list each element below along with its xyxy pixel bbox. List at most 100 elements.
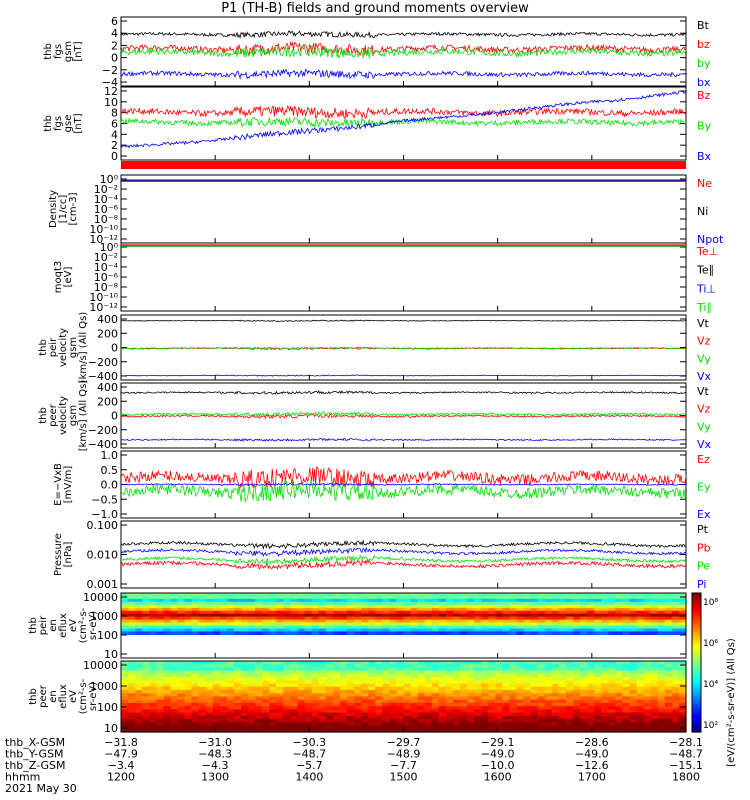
y-label-line: Pressure (53, 533, 64, 576)
y-tick-label: 10 (104, 648, 118, 661)
footer-row-label: hhmm (5, 771, 40, 784)
footer-value: −47.9 (104, 748, 138, 761)
footer-value: −7.7 (390, 759, 417, 772)
y-tick-label: 10⁻¹⁰ (89, 291, 118, 304)
legend-Ti⊥: Ti⊥ (696, 282, 716, 295)
y-axis-label: thb peer en eflux eV (cm²-s-sr-eV) (28, 678, 99, 714)
legend-Vx: Vx (697, 370, 712, 383)
footer-value: −3.4 (108, 759, 135, 772)
legend-Pt: Pt (697, 523, 709, 536)
series-Bx (120, 90, 687, 149)
y-tick-label: 8 (111, 107, 118, 120)
colorbar: 10⁸ 10⁶ 10⁴ 10² [eV/(cm²-s-sr-eV)] (All Qs) (691, 592, 737, 767)
colorbar-tick: 10⁸ (703, 598, 718, 608)
series-Ez (120, 466, 687, 490)
y-axis-label: Pressure [nPa] (53, 533, 74, 576)
y-tick-label: 0.100 (87, 519, 119, 532)
y-tick-label: 10 (104, 96, 118, 109)
chart-title: P1 (TH-B) fields and ground moments over… (221, 1, 529, 16)
y-label-line: eV (68, 690, 79, 703)
legend-Vz: Vz (697, 403, 711, 416)
series-Vt (120, 390, 687, 395)
series-Ex (120, 482, 687, 487)
footer-value: 1500 (390, 771, 418, 784)
y-tick-label: 0 (111, 410, 118, 423)
y-tick-label: 0.0 (101, 479, 119, 492)
y-axis-label: Density [1/cc] [cm-3] (48, 190, 79, 228)
density-top-band (121, 161, 686, 169)
y-tick-label: −200 (88, 356, 118, 369)
y-tick-label: 2 (111, 139, 118, 152)
footer-row-label: thb_Y-GSM (5, 748, 64, 761)
series-Vy (120, 346, 686, 350)
y-tick-label: 10⁰ (100, 173, 119, 186)
legend-Ti∥: Ti∥ (696, 301, 712, 314)
legend-by: by (697, 57, 711, 70)
y-tick-label: −4 (102, 76, 118, 89)
y-tick-label: 0 (111, 52, 118, 65)
y-axis-label: thb peer velocity gsm [km/s] (All Qs) (38, 380, 89, 452)
y-tick-label: 10⁻⁶ (94, 203, 119, 216)
y-tick-label: 10⁻⁴ (94, 261, 119, 274)
legend-Ni: Ni (697, 205, 708, 218)
y-tick-label: 0.001 (87, 578, 119, 591)
y-tick-label: 0 (111, 150, 118, 163)
y-tick-label: 2 (111, 39, 118, 52)
y-tick-label: 1000 (90, 680, 118, 693)
y-label-line: (cm²-s- (78, 607, 89, 643)
y-label-line: [nT] (73, 113, 84, 133)
panel-frame (120, 242, 687, 312)
series-Pe (120, 554, 687, 565)
y-label-line: en (48, 619, 59, 632)
y-tick-label: 10⁻² (94, 251, 118, 264)
y-label-line: gsm (68, 405, 79, 426)
series-Bt (120, 30, 687, 39)
y-label-line: sr-eV) (88, 611, 99, 640)
colorbar-frame (691, 592, 702, 733)
series-Bz (120, 105, 687, 120)
y-label-line: en (48, 690, 59, 703)
y-label-line: gsm (63, 41, 74, 62)
legend-Ne: Ne (697, 177, 712, 190)
footer-value: −10.0 (481, 759, 515, 772)
y-tick-label: −200 (88, 424, 118, 437)
y-label-line: E=−VxB (53, 463, 64, 506)
colorbar-tick: 10⁴ (703, 680, 718, 690)
y-tick-label: 12 (104, 85, 118, 98)
footer-value: −30.3 (292, 736, 326, 749)
legend-bx: bx (697, 76, 711, 89)
y-axis-label: E=−VxB [mV/m] (53, 463, 74, 506)
colorbar-label: [eV/(cm²-s-sr-eV)] (All Qs) (726, 638, 737, 767)
y-label-line: [km/s] (All Qs) (78, 380, 89, 452)
legend-Vx: Vx (697, 438, 712, 451)
y-label-line: eV (68, 619, 79, 632)
y-tick-label: 10⁻² (94, 183, 118, 196)
colorbar-tick: 10² (703, 721, 718, 731)
y-axis-label: thb fgs gsm [nT] (43, 41, 84, 62)
y-tick-label: 1000 (90, 610, 118, 623)
legend-Pi: Pi (697, 578, 706, 591)
y-axis-label: moqt3 [eV] (53, 261, 74, 294)
y-label-line: velocity (58, 396, 69, 435)
y-tick-label: 400 (97, 313, 118, 326)
y-label-line: [1/cc] (58, 195, 69, 224)
y-label-line: thb (38, 407, 49, 424)
legend-Ey: Ey (697, 481, 711, 494)
legend-Te∥: Te∥ (696, 264, 714, 277)
y-label-line: peer (38, 684, 49, 708)
y-tick-label: 10⁻⁶ (94, 271, 119, 284)
legend-Bz: Bz (697, 89, 711, 102)
footer-value: −12.6 (575, 759, 609, 772)
footer-value: −48.7 (292, 748, 326, 761)
y-label-line: thb (38, 339, 49, 356)
footer-value: −5.7 (296, 759, 323, 772)
legend-Npot: Npot (697, 233, 724, 246)
series-Pt (120, 539, 686, 550)
y-label-line: thb (43, 43, 54, 60)
panel-10: 10000 1000 100 10 thb peer en eflux eV (cm²-s-sr-… (28, 659, 687, 735)
y-tick-label: 400 (97, 381, 118, 394)
y-tick-label: −0.5 (91, 493, 118, 506)
